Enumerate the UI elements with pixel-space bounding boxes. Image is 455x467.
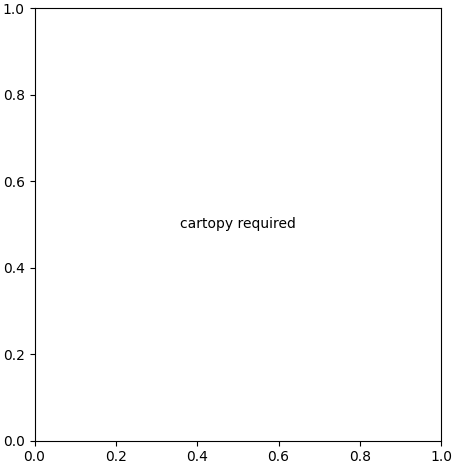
Text: cartopy required: cartopy required <box>180 218 296 231</box>
